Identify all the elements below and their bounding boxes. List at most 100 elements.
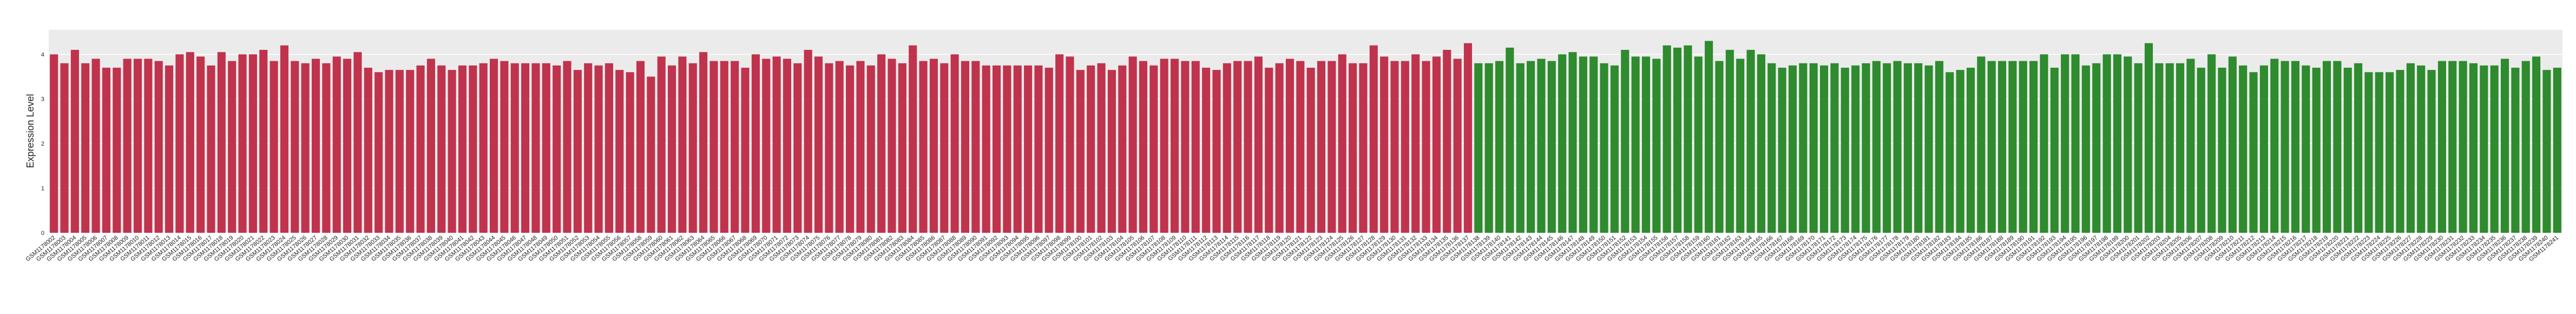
y-axis-label: Expression Level bbox=[25, 94, 36, 168]
bar bbox=[1317, 61, 1326, 233]
bar bbox=[437, 65, 446, 233]
x-axis-ticks: GSM1178002GSM1178003GSM1178004GSM1178005… bbox=[25, 234, 2560, 263]
bar bbox=[2155, 63, 2164, 233]
bar bbox=[2322, 61, 2331, 233]
bar bbox=[1924, 65, 1933, 233]
bar bbox=[81, 63, 90, 233]
bar bbox=[2427, 70, 2436, 233]
bar bbox=[322, 63, 331, 233]
bar bbox=[1579, 56, 1587, 233]
bars bbox=[50, 41, 2561, 233]
bar bbox=[123, 58, 132, 233]
bar bbox=[1987, 61, 1996, 233]
bar bbox=[814, 56, 823, 233]
bar bbox=[1390, 61, 1399, 233]
bar bbox=[2302, 65, 2310, 233]
bar bbox=[385, 70, 393, 233]
bar bbox=[406, 70, 415, 233]
bar bbox=[626, 72, 634, 233]
bar bbox=[1778, 68, 1786, 233]
bar bbox=[699, 52, 708, 233]
bar bbox=[971, 61, 980, 233]
bar bbox=[1736, 58, 1745, 233]
bar bbox=[982, 65, 990, 233]
bar bbox=[919, 61, 928, 233]
bar bbox=[2417, 65, 2426, 233]
bar bbox=[1212, 70, 1221, 233]
bar bbox=[2501, 58, 2509, 233]
bar bbox=[1788, 65, 1797, 233]
bar bbox=[1631, 56, 1640, 233]
bar bbox=[248, 54, 257, 233]
bar bbox=[2259, 65, 2268, 233]
bar bbox=[762, 58, 771, 233]
bar bbox=[1380, 56, 1389, 233]
bar bbox=[835, 61, 844, 233]
bar bbox=[1652, 58, 1661, 233]
bar bbox=[2386, 72, 2394, 233]
bar bbox=[2176, 63, 2185, 233]
bar bbox=[1076, 70, 1085, 233]
bar bbox=[636, 61, 645, 233]
bar bbox=[1956, 70, 1964, 233]
bar bbox=[678, 56, 687, 233]
bar bbox=[1432, 56, 1441, 233]
bar bbox=[1202, 68, 1211, 233]
bar bbox=[2102, 54, 2111, 233]
bar bbox=[1851, 65, 1860, 233]
bar bbox=[1474, 63, 1483, 233]
bar bbox=[1223, 63, 1231, 233]
bar bbox=[1600, 63, 1608, 233]
bar bbox=[448, 70, 456, 233]
bar bbox=[1725, 50, 1734, 233]
bar bbox=[521, 63, 530, 233]
bar bbox=[165, 65, 174, 233]
bar bbox=[1641, 56, 1651, 233]
bar bbox=[1862, 63, 1870, 233]
bar bbox=[133, 58, 142, 233]
bar bbox=[1306, 68, 1315, 233]
bar bbox=[1328, 61, 1336, 233]
bar bbox=[1275, 63, 1284, 233]
y-tick-label: 4 bbox=[41, 51, 44, 58]
bar bbox=[2333, 61, 2342, 233]
bar bbox=[2459, 61, 2467, 233]
bar bbox=[615, 70, 624, 233]
bar bbox=[1265, 68, 1273, 233]
bar bbox=[175, 54, 184, 233]
bar bbox=[1589, 56, 1598, 233]
bar bbox=[70, 50, 79, 233]
bar bbox=[395, 70, 404, 233]
bar bbox=[1527, 61, 1535, 233]
bar bbox=[228, 61, 236, 233]
plot-background bbox=[49, 30, 2562, 233]
gridlines bbox=[49, 54, 2562, 233]
bar bbox=[1233, 61, 1242, 233]
bar bbox=[332, 56, 341, 233]
bar bbox=[825, 63, 833, 233]
bar bbox=[1107, 70, 1116, 233]
bar bbox=[196, 56, 205, 233]
bar bbox=[731, 61, 739, 233]
bar bbox=[1673, 47, 1682, 233]
bar bbox=[741, 68, 750, 233]
bar bbox=[856, 61, 865, 233]
bar bbox=[2165, 63, 2174, 233]
bar bbox=[2437, 61, 2446, 233]
bar bbox=[259, 50, 268, 233]
bar bbox=[154, 61, 163, 233]
bar bbox=[510, 63, 519, 233]
bar bbox=[1684, 45, 1692, 233]
bar bbox=[1809, 63, 1818, 233]
bar bbox=[1715, 61, 1724, 233]
bar bbox=[2521, 61, 2530, 233]
bar bbox=[2490, 65, 2499, 233]
bar bbox=[50, 54, 58, 233]
bar bbox=[2197, 68, 2205, 233]
y-tick-label: 1 bbox=[41, 186, 44, 192]
bar bbox=[2553, 68, 2561, 233]
bar bbox=[877, 54, 886, 233]
bar bbox=[1610, 65, 1619, 233]
bar bbox=[1087, 65, 1095, 233]
